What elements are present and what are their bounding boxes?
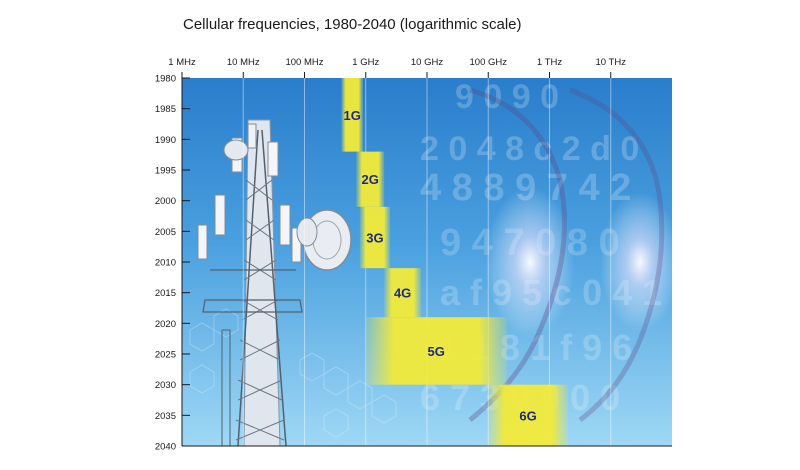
generation-bands: 1G 2G 3G 4G 5G 6G xyxy=(341,78,568,446)
band-5g xyxy=(365,317,507,385)
x-tick-label: 1 GHz xyxy=(352,57,379,68)
y-axis-ticks: 1980 1985 1990 1995 2000 2005 2010 2015 2020 2025… xyxy=(155,74,190,453)
x-tick-label: 1 THz xyxy=(537,57,562,68)
band-2g xyxy=(356,151,385,207)
y-tick-label: 2030 xyxy=(155,380,176,391)
y-tick-label: 1990 xyxy=(155,135,176,146)
band-6g xyxy=(488,384,568,446)
y-tick-label: 2035 xyxy=(155,411,176,422)
y-tick-label: 2040 xyxy=(155,442,176,453)
y-tick-label: 2020 xyxy=(155,319,176,330)
y-tick-label: 1995 xyxy=(155,166,176,177)
x-tick-label: 10 MHz xyxy=(227,57,260,68)
svg-text:9 0 9 0: 9 0 9 0 xyxy=(455,78,559,116)
chart-title: Cellular frequencies, 1980-2040 (logarit… xyxy=(183,16,522,33)
x-tick-label: 10 GHz xyxy=(411,57,443,68)
svg-text:2 0 4 8 c 2 d 0: 2 0 4 8 c 2 d 0 xyxy=(420,130,639,168)
band-1g xyxy=(341,78,363,152)
band-3g xyxy=(359,206,391,269)
background-glow-decoration xyxy=(468,87,672,422)
x-tick-label: 100 GHz xyxy=(470,57,508,68)
plot-background: 9 0 9 0 2 0 4 8 c 2 d 0 4 8 8 9 7 4 2 9 … xyxy=(182,78,672,446)
background-hexagons-decoration xyxy=(189,308,397,438)
y-tick-label: 2000 xyxy=(155,196,176,207)
band-label: 4G xyxy=(394,286,411,301)
y-tick-label: 1985 xyxy=(155,104,176,115)
x-tick-label: 1 MHz xyxy=(168,57,196,68)
y-tick-label: 1980 xyxy=(155,74,176,85)
band-label: 6G xyxy=(519,408,536,423)
band-label: 3G xyxy=(366,230,383,245)
x-tick-label: 100 MHz xyxy=(285,57,323,68)
y-tick-label: 2010 xyxy=(155,258,176,269)
y-tick-label: 2025 xyxy=(155,350,176,361)
x-axis-ticks: 1 MHz 10 MHz 100 MHz 1 GHz 10 GHz 100 GHz 1 TH… xyxy=(168,57,626,78)
band-label: 1G xyxy=(343,108,360,123)
band-4g xyxy=(384,268,422,318)
band-label: 5G xyxy=(428,344,445,359)
y-tick-label: 2005 xyxy=(155,227,176,238)
cell-tower-illustration xyxy=(197,119,352,446)
x-tick-label: 10 THz xyxy=(596,57,627,68)
y-tick-label: 2015 xyxy=(155,288,176,299)
band-label: 2G xyxy=(362,172,379,187)
